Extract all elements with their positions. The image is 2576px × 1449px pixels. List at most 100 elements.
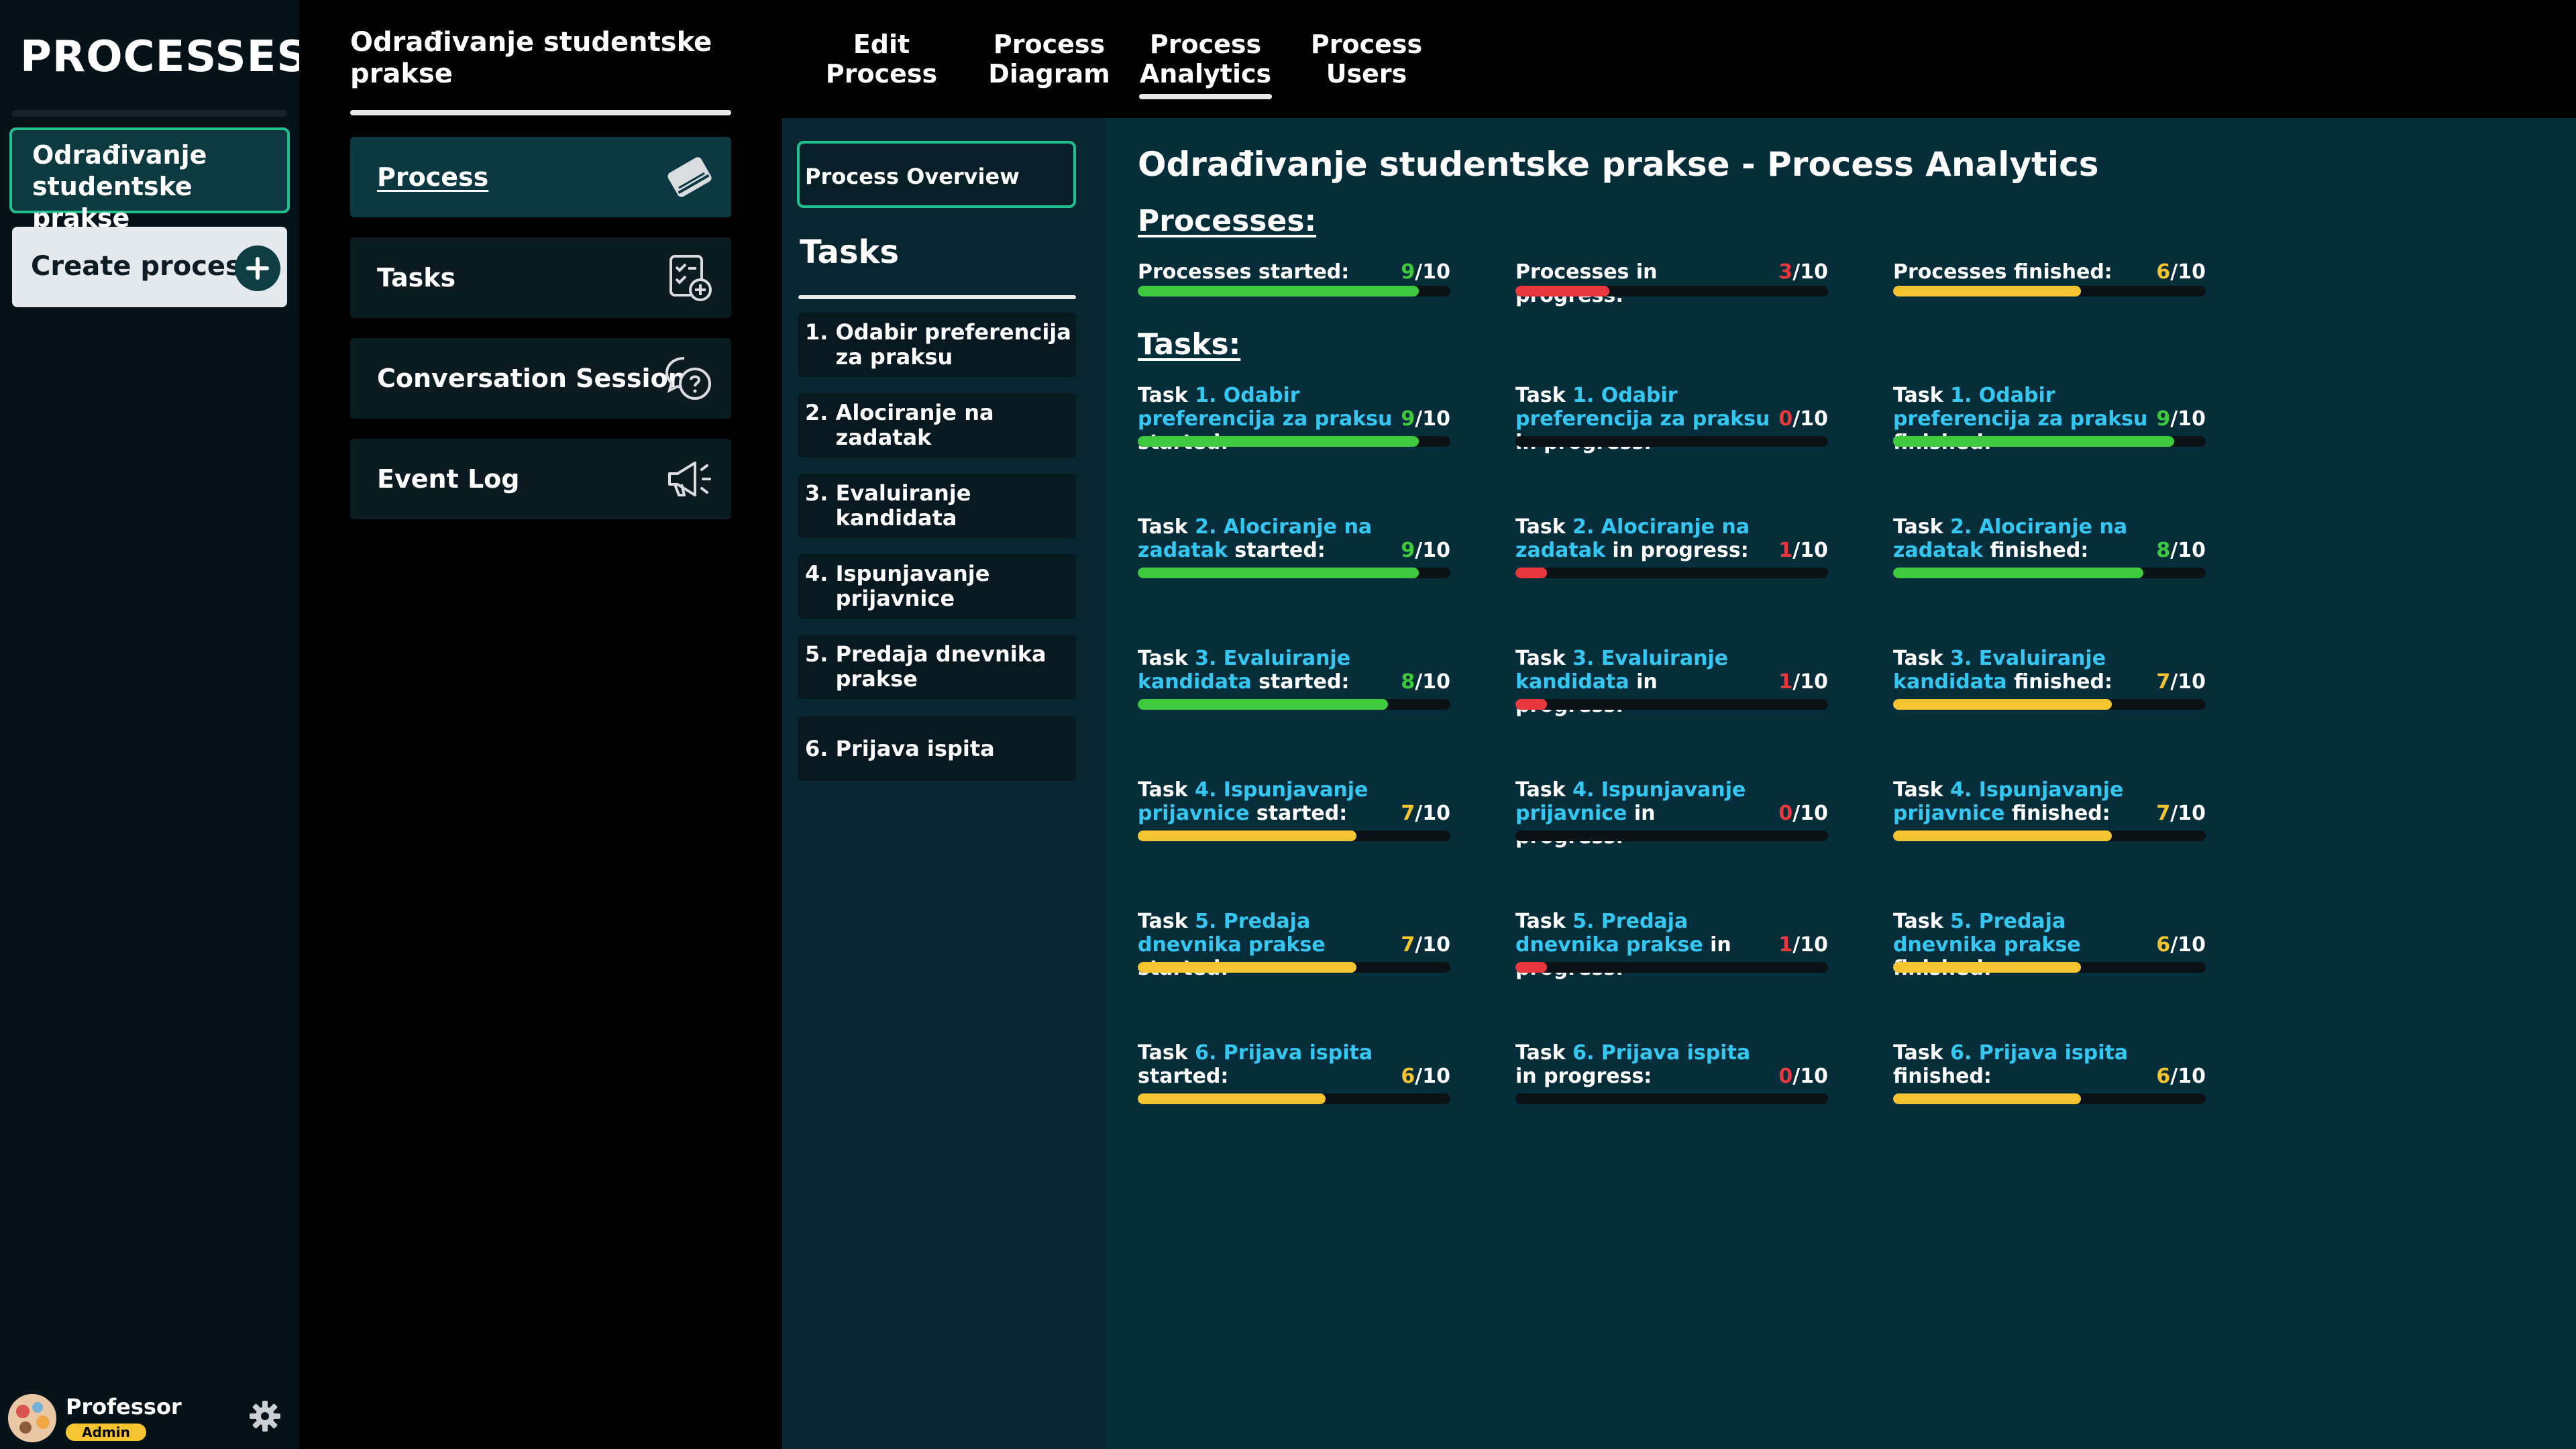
progress-bar [1515,962,1828,973]
menu-item-label: Conversation Session [377,364,686,393]
task-list-item[interactable]: 6. Prijava ispita [798,716,1076,781]
task-metric: Task 1. Odabir preferencija za praksu fi… [1893,384,2206,454]
metric-task-name: 1. Odabir preferencija za praksu [1515,384,1770,431]
task-number: 1. [805,319,836,345]
task-add-icon [664,252,715,303]
metric-task-name: 3. Evaluiranje kandidata [1138,647,1351,694]
plus-icon [235,246,280,291]
process-card-label: Odrađivanje studentske prakse [32,140,207,233]
metric-value: 1/10 [1778,670,1828,694]
progress-bar [1515,699,1828,710]
task-name: Predaja dnevnika prakse [835,641,1046,692]
progress-bar [1893,568,2206,578]
progress-bar [1138,1093,1450,1104]
create-process-button[interactable]: Create process [12,227,287,307]
task-list-item-label: 6. Prijava ispita [805,716,1073,781]
process-card-selected[interactable]: Odrađivanje studentske prakse [9,127,290,233]
chat-question-icon [664,353,715,404]
progress-bar [1138,699,1450,710]
metric-task-name: 5. Predaja dnevnika prakse [1515,910,1703,957]
task-number: 5. [805,641,836,667]
progress-bar-fill [1893,1093,2081,1104]
metric-value: 6/10 [2156,933,2206,957]
sidebar-divider [12,110,287,117]
progress-bar-fill [1138,1093,1326,1104]
progress-bar [1515,286,1828,297]
progress-bar [1515,436,1828,447]
progress-bar [1893,436,2206,447]
progress-bar-fill [1515,568,1547,578]
tab-label: Process Analytics [1139,30,1272,89]
task-list-item[interactable]: 2. Alociranje na zadatak [798,393,1076,458]
task-list-item[interactable]: 1. Odabir preferencija za praksu [798,313,1076,377]
task-metric: Task 3. Evaluiranje kandidata in progres… [1515,647,1828,717]
metric-task-name: 2. Alociranje na zadatak [1138,515,1373,562]
progress-bar-fill [1515,962,1547,973]
task-list-item[interactable]: 5. Predaja dnevnika prakse [798,635,1076,699]
tab-process-analytics[interactable]: Process Analytics [1139,30,1272,99]
progress-bar [1515,1093,1828,1104]
menu-item-tasks[interactable]: Tasks [350,237,731,318]
metric-value: 9/10 [1401,407,1450,431]
metric-label: Processes in progress: [1515,260,1658,307]
menu-item-label: Process [377,162,489,192]
metric-task-name: 4. Ispunjavanje prijavnice [1893,778,2124,825]
metric-value: 7/10 [1401,802,1450,825]
metric-task-name: 1. Odabir preferencija za praksu [1893,384,2148,431]
metric-label: Processes finished: [1893,260,2112,284]
task-metric: Task 3. Evaluiranje kandidata finished: 7… [1893,647,2206,714]
task-metric: Task 6. Prijava ispita in progress: 0/10 [1515,1041,1828,1108]
process-metric: Processes in progress: 3/10 [1515,260,1828,307]
task-metric: Task 2. Alociranje na zadatak started: 9/… [1138,515,1450,582]
metric-task-name: 5. Predaja dnevnika prakse [1893,910,2081,957]
process-analytics: Odrađivanje studentske prakse - Process … [1106,118,2576,1449]
task-list-item-label: 1. Odabir preferencija za praksu [805,313,1073,377]
progress-bar-fill [1893,286,2081,297]
metric-label: Task 6. Prijava ispita finished: [1893,1041,2129,1088]
metric-value: 6/10 [2156,260,2206,284]
tab-label: Process Diagram [988,30,1110,89]
task-metric: Task 4. Ispunjavanje prijavnice finished… [1893,778,2206,845]
metric-label: Task 1. Odabir preferencija za praksu st… [1138,384,1393,454]
metric-label: Task 4. Ispunjavanje prijavnice started: [1138,778,1368,825]
metric-value: 0/10 [1778,407,1828,431]
metric-value: 0/10 [1778,1065,1828,1088]
progress-bar-fill [1515,699,1547,710]
process-overview-label: Process Overview [805,164,1020,189]
tab-process-users[interactable]: Process Users [1303,30,1430,89]
metric-task-name: 4. Ispunjavanje prijavnice [1138,778,1368,825]
metric-label: Task 5. Predaja dnevnika prakse finished… [1893,910,2081,980]
metric-value: 9/10 [2156,407,2206,431]
top-tab-bar: Edit Process Process Diagram Process Analyt… [782,0,2576,118]
book-icon [664,152,715,203]
metric-value: 6/10 [1401,1065,1450,1088]
processes-heading: Processes: [1138,204,1317,238]
task-metric: Task 2. Alociranje na zadatak in progres… [1515,515,1828,582]
task-number: 2. [805,400,836,425]
avatar[interactable] [8,1394,56,1442]
metric-value: 9/10 [1401,260,1450,284]
menu-item-label: Event Log [377,464,520,494]
tab-edit-process[interactable]: Edit Process [818,30,945,89]
progress-bar-fill [1893,962,2081,973]
metric-label: Task 2. Alociranje na zadatak started: [1138,515,1373,562]
menu-item-conversation-session[interactable]: Conversation Session [350,338,731,419]
tasks-panel: Process Overview Tasks 1. Odabir prefere… [782,118,1106,1449]
menu-item-event-log[interactable]: Event Log [350,439,731,519]
task-metric: Task 5. Predaja dnevnika prakse finished… [1893,910,2206,980]
metric-value: 6/10 [2156,1065,2206,1088]
task-metric: Task 6. Prijava ispita finished: 6/10 [1893,1041,2206,1108]
menu-item-process[interactable]: Process [350,137,731,217]
tab-label: Edit Process [825,30,938,89]
task-list-item[interactable]: 4. Ispunjavanje prijavnice [798,554,1076,619]
progress-bar-fill [1893,830,2112,841]
metric-value: 8/10 [2156,539,2206,562]
process-overview-button[interactable]: Process Overview [797,141,1076,208]
progress-bar [1515,830,1828,841]
tab-process-diagram[interactable]: Process Diagram [982,30,1116,89]
task-metric: Task 3. Evaluiranje kandidata started: 8/… [1138,647,1450,714]
gear-icon[interactable] [248,1399,282,1433]
progress-bar [1138,286,1450,297]
task-list-item[interactable]: 3. Evaluiranje kandidata [798,474,1076,538]
metric-label: Task 4. Ispunjavanje prijavnice finished… [1893,778,2124,825]
